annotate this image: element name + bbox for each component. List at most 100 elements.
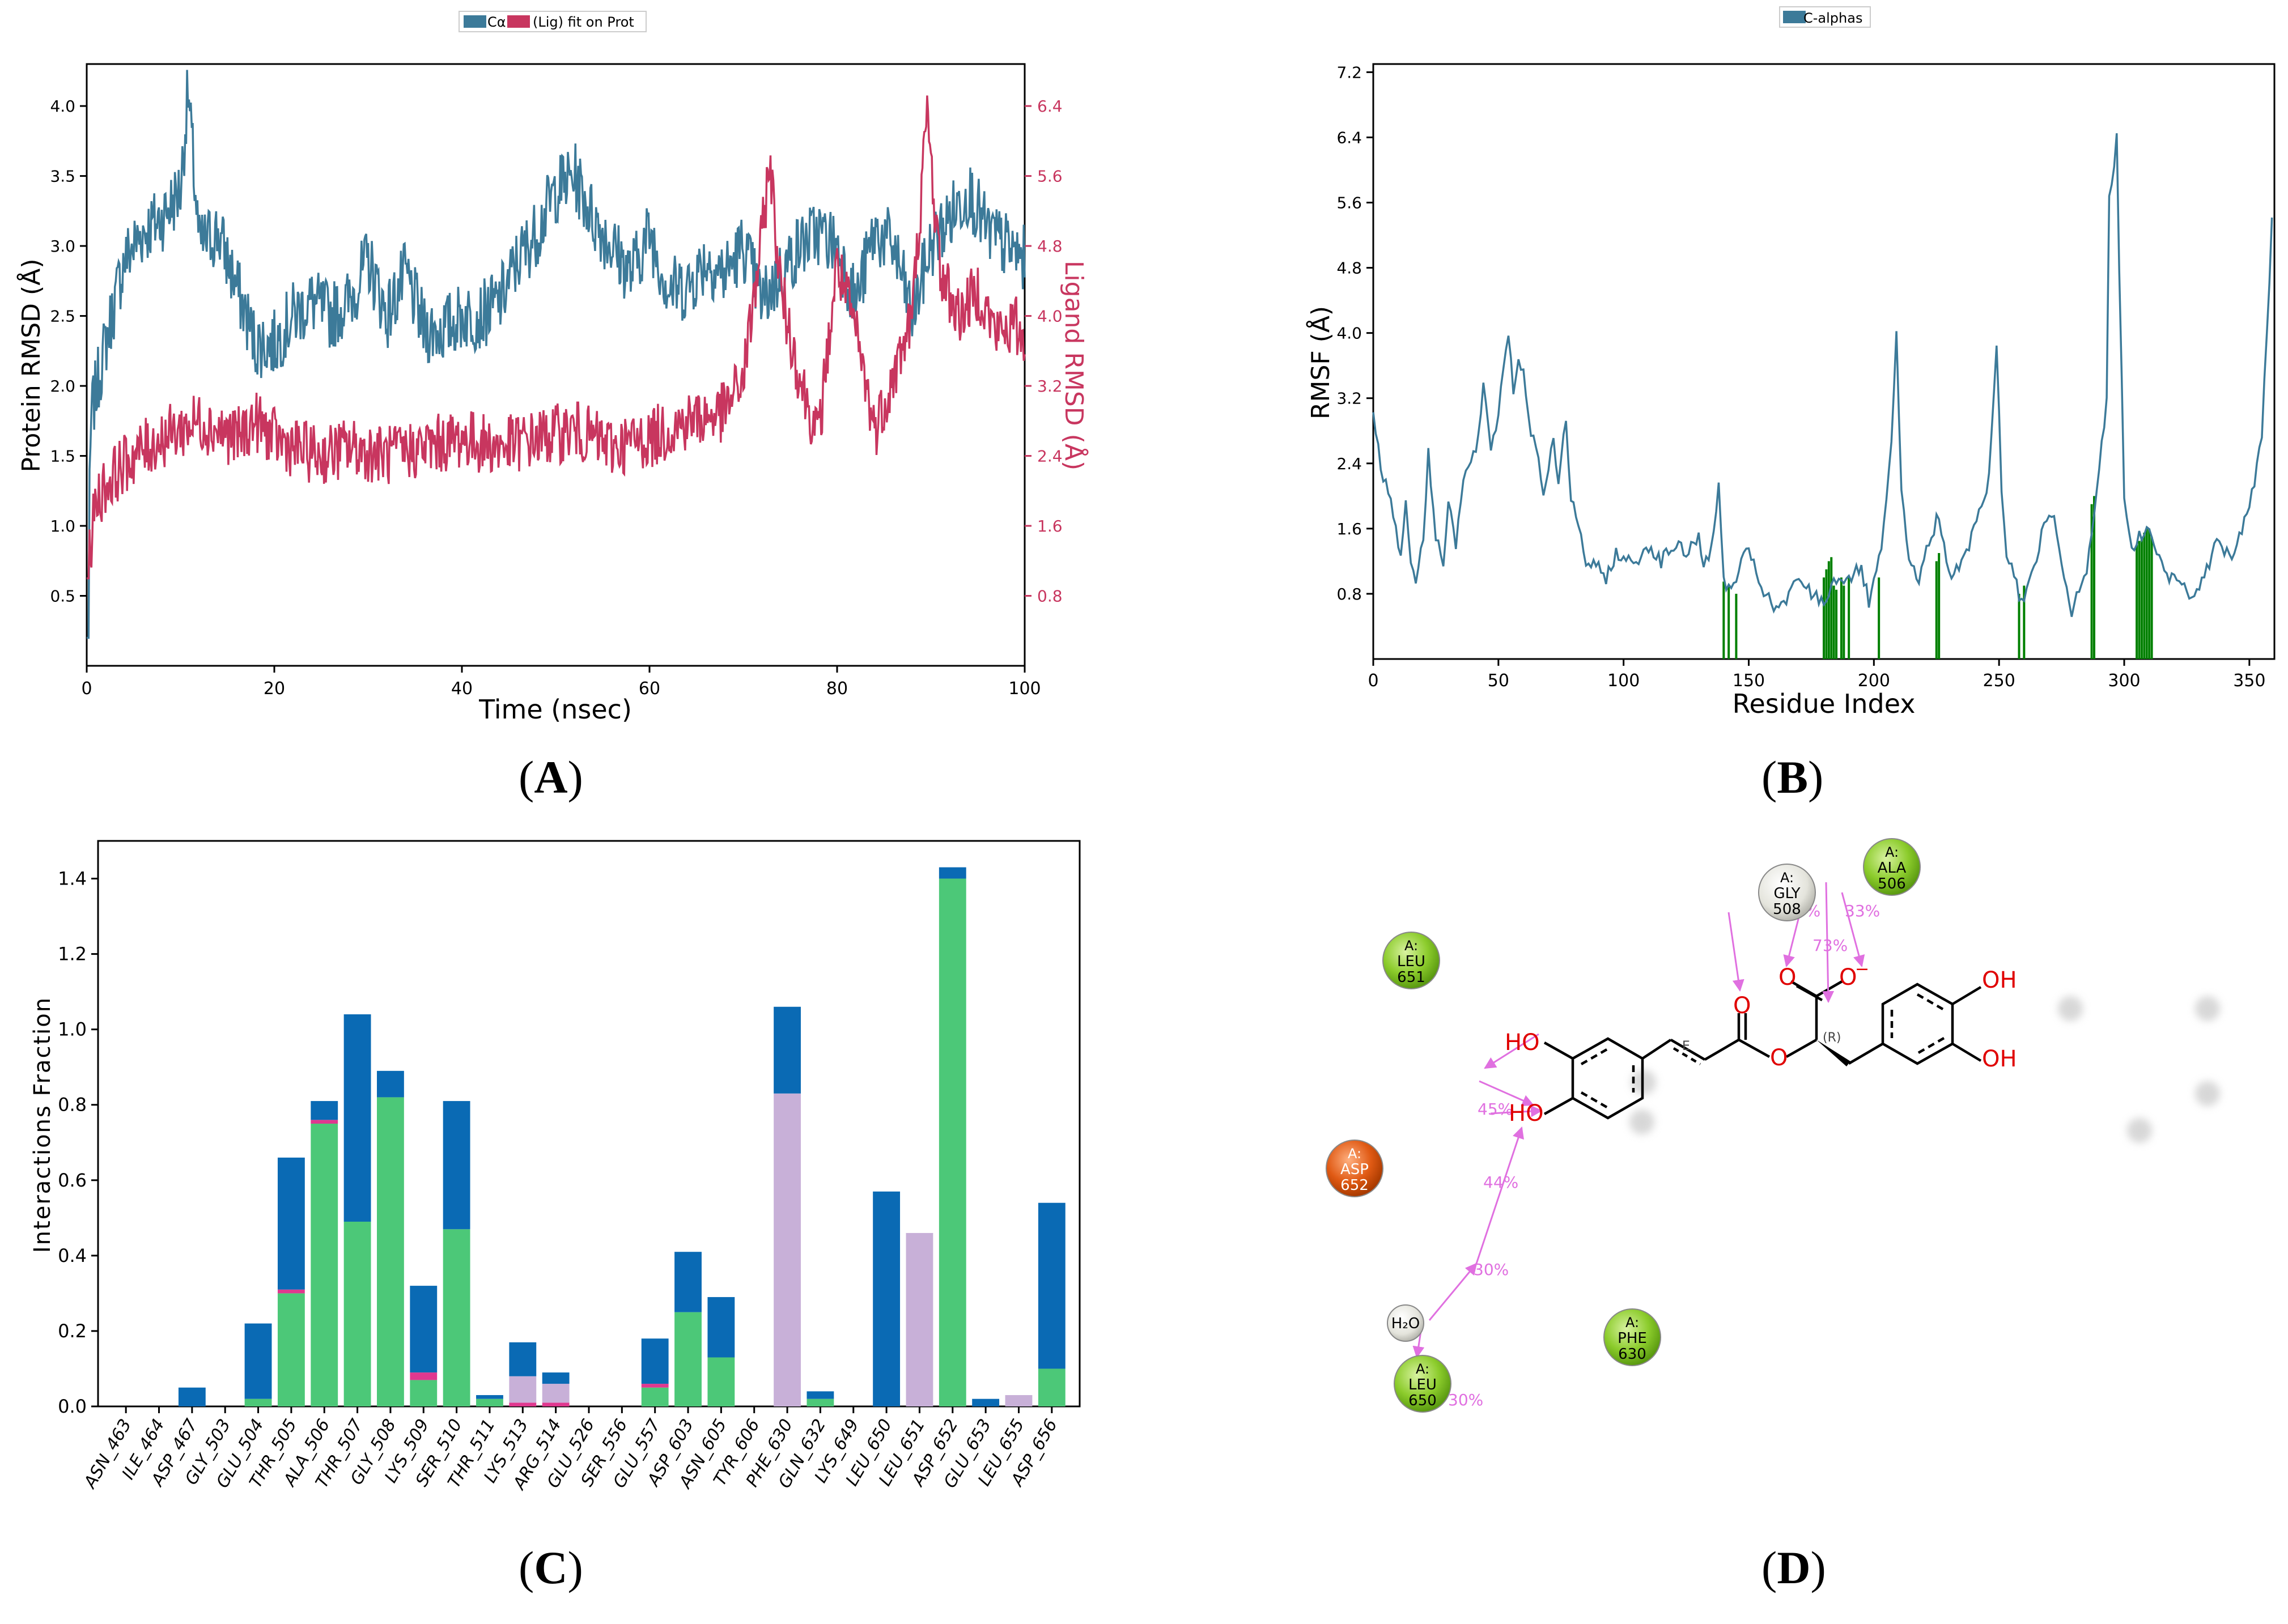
residue-water: H₂O <box>1387 1304 1424 1342</box>
panel-label-a: (A) <box>519 751 583 803</box>
exposure-halos <box>1629 996 2220 1143</box>
bar-ser_510-h-bonds <box>443 1229 470 1406</box>
water-arrow <box>1428 1262 1478 1321</box>
bar-glu_653-water-bridges <box>972 1398 1000 1406</box>
xtick-b-5: 250 <box>1983 671 2015 691</box>
atom-o-carbonyl: O <box>1733 993 1751 1019</box>
bar-lys_509-ionic <box>410 1372 438 1380</box>
bar-gln_632-h-bonds <box>806 1398 834 1406</box>
xtick-b-7: 350 <box>2233 671 2265 691</box>
ytick-b-5: 4.8 <box>1336 259 1362 278</box>
plot-area-a: 0 20 40 60 80 100 0.5 1.0 1.5 2.0 2.5 3.0 3.5 4.0 0.8 1… <box>50 63 1063 699</box>
bar-glu_557-h-bonds <box>641 1387 669 1406</box>
residue-number: 630 <box>1618 1346 1646 1363</box>
ytick-a-right-2: 2.4 <box>1037 447 1063 466</box>
bar-asp_603-water-bridges <box>674 1252 702 1312</box>
ytick-b-6: 5.6 <box>1336 194 1362 212</box>
stereo-label: (R) <box>1823 1031 1841 1045</box>
residue-chain: A: <box>1885 844 1899 860</box>
xlabel-b: Residue Index <box>1733 688 1916 719</box>
xtick-a-5: 100 <box>1008 679 1041 699</box>
pct-water-leu: 30% <box>1448 1391 1483 1409</box>
residue-type: LEU <box>1397 953 1425 970</box>
bar-lys_509-water-bridges <box>410 1286 438 1373</box>
bar-ala_506-ionic <box>311 1120 338 1124</box>
ytick-b-3: 3.2 <box>1336 389 1362 408</box>
xtick-a-1: 20 <box>264 679 285 699</box>
bar-lys_513-water-bridges <box>509 1342 537 1376</box>
ytick-a-0: 0.5 <box>50 587 75 606</box>
panel-b-chart: C-alphas 0 50 100 150 200 250 300 350 0.8 1.6 2.4 3… <box>1305 6 2276 719</box>
pct-water-ho: 30% <box>1474 1260 1509 1279</box>
xtick-b-3: 150 <box>1733 671 1765 691</box>
pct-asp-ho2: 44% <box>1483 1173 1518 1192</box>
legend-b: C-alphas <box>1779 6 1871 28</box>
xtick-a-0: 0 <box>81 679 92 699</box>
ytick-a-right-0: 0.8 <box>1037 587 1063 606</box>
panel-a-chart: Cα (Lig) fit on Prot 0 20 40 60 80 100 0.5 1.0 1… <box>16 11 1089 725</box>
ytick-b-8: 7.2 <box>1336 63 1362 82</box>
ytick-c-4: 0.8 <box>58 1094 87 1116</box>
bar-asn_605-h-bonds <box>707 1357 735 1406</box>
xtick-a-2: 40 <box>451 679 473 699</box>
atom-minus-sign: − <box>1855 959 1869 979</box>
ytick-c-6: 1.2 <box>58 943 87 965</box>
molecule-bonds <box>1543 980 1982 1120</box>
bar-asp_603-h-bonds <box>674 1312 702 1406</box>
residue-water-label: H₂O <box>1391 1315 1420 1332</box>
bar-thr_507-h-bonds <box>343 1221 371 1406</box>
bar-phe_630-hydrophobic <box>774 1093 801 1406</box>
xlabel-a: Time (nsec) <box>478 694 632 725</box>
ytick-a-right-4: 4.0 <box>1037 307 1063 326</box>
bar-gln_632-water-bridges <box>806 1391 834 1399</box>
ytick-a-5: 3.0 <box>50 237 75 256</box>
residue-chain: A: <box>1780 870 1794 886</box>
bar-lys_513-hydrophobic <box>509 1376 537 1403</box>
ytick-c-2: 0.4 <box>58 1245 87 1266</box>
ylabel-a-right: Ligand RMSD (Å) <box>1059 261 1089 470</box>
panel-label-d: (D) <box>1761 1542 1826 1593</box>
residue-type: LEU <box>1408 1376 1437 1393</box>
bar-asp_467-water-bridges <box>178 1387 206 1406</box>
residue-number: 508 <box>1773 901 1801 918</box>
residue-type: PHE <box>1618 1330 1647 1347</box>
atom-o-minus: O <box>1839 964 1857 990</box>
ytick-b-1: 1.6 <box>1336 520 1362 538</box>
bar-asp_652-h-bonds <box>939 878 966 1406</box>
xtick-a-4: 80 <box>826 679 848 699</box>
bar-asp_656-h-bonds <box>1038 1368 1066 1406</box>
atom-o-acid: O <box>1778 964 1796 990</box>
xtick-b-0: 0 <box>1368 671 1378 691</box>
legend-a-calpha: Cα <box>487 14 506 30</box>
ytick-a-1: 1.0 <box>50 517 75 535</box>
bar-glu_557-water-bridges <box>641 1338 669 1384</box>
bar-leu_650-water-bridges <box>873 1191 901 1406</box>
atom-oh-top: OH <box>1982 967 2017 993</box>
panel-d-diagram: 73% 40% 33% 45% 44% 30% 30% HO HO O O O … <box>1326 838 2220 1413</box>
xtick-c-asn_463: ASN_463 <box>80 1416 135 1493</box>
bar-ala_506-water-bridges <box>311 1101 338 1120</box>
bar-arg_514-ionic <box>542 1402 570 1406</box>
ytick-b-7: 6.4 <box>1336 128 1362 147</box>
pct-asp-ho1: 45% <box>1478 1100 1513 1119</box>
residue-chain: A: <box>1348 1146 1361 1162</box>
ylabel-c: Interactions Fraction <box>29 997 56 1253</box>
bar-thr_511-h-bonds <box>476 1398 503 1406</box>
residue-chain: A: <box>1404 938 1418 954</box>
bar-ala_506-h-bonds <box>311 1124 338 1406</box>
bar-thr_507-water-bridges <box>343 1014 371 1222</box>
ytick-a-right-3: 3.2 <box>1037 377 1063 396</box>
e-label: E <box>1682 1039 1690 1053</box>
panel-c-chart: 0.00.20.40.60.81.01.21.4 ASN_463ILE_464A… <box>29 840 1081 1494</box>
ytick-a-right-5: 4.8 <box>1037 237 1063 256</box>
plot-area-c: 0.00.20.40.60.81.01.21.4 ASN_463ILE_464A… <box>58 840 1081 1494</box>
xtick-b-6: 300 <box>2108 671 2140 691</box>
ytick-c-7: 1.4 <box>58 868 87 890</box>
bar-asn_605-water-bridges <box>707 1297 735 1358</box>
hbond-arrows <box>1412 882 1865 1359</box>
xtick-b-4: 200 <box>1858 671 1890 691</box>
ytick-b-2: 2.4 <box>1336 454 1362 473</box>
